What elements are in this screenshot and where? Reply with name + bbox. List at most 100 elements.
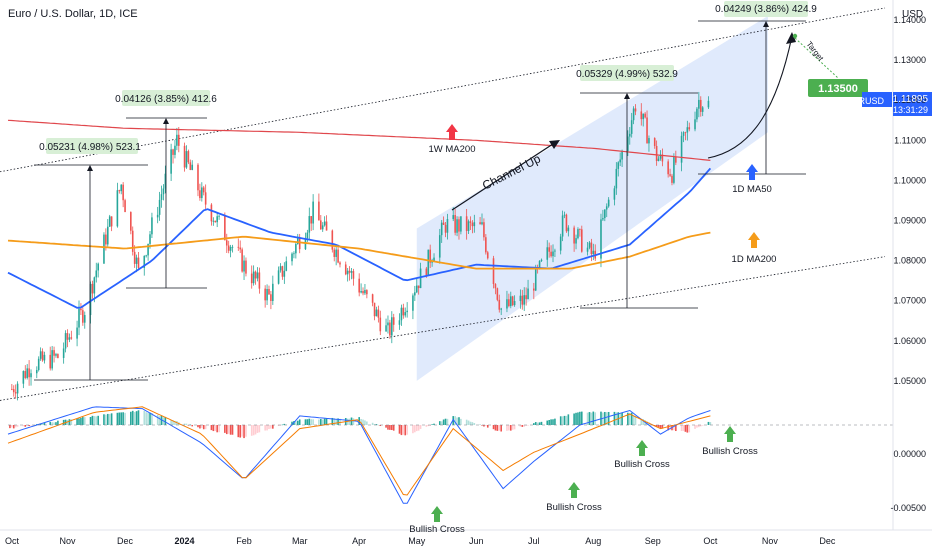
time-tick-label: Jul <box>528 536 540 546</box>
candle-body <box>279 266 282 271</box>
projection-arrowhead <box>786 32 796 44</box>
candle-body <box>103 234 105 264</box>
macd-histogram-bar <box>268 425 270 430</box>
macd-histogram-bar <box>701 425 704 426</box>
candle-body <box>320 220 322 230</box>
macd-histogram-bar <box>446 418 449 425</box>
measure-label-4: 0.04249 (3.86%) 424.9 <box>715 4 817 15</box>
arrow-bullish-cross-may-icon <box>431 506 443 522</box>
macd-histogram-bar <box>402 425 405 435</box>
macd-histogram-bar <box>592 411 595 425</box>
candle-body <box>93 277 96 294</box>
macd-histogram-bar <box>392 425 395 431</box>
time-tick-label: Jun <box>469 536 484 546</box>
macd-histogram-bar <box>120 412 123 425</box>
macd-histogram-bar <box>91 415 94 425</box>
macd-histogram-bar <box>444 418 447 425</box>
candle-body <box>105 234 107 245</box>
candle-body <box>11 388 13 390</box>
candle-body <box>70 337 73 339</box>
candle-body <box>605 206 608 210</box>
measure-label-bg-2 <box>580 65 674 81</box>
candle-body <box>519 295 522 302</box>
bullish-cross-label-may: Bullish Cross <box>409 524 465 535</box>
macd-histogram-bar <box>615 412 618 425</box>
candle-body <box>387 322 389 326</box>
candle-body <box>675 157 677 163</box>
candle-body <box>500 308 502 310</box>
macd-histogram-bar <box>400 425 403 436</box>
candle-body <box>496 288 499 300</box>
candle-body <box>35 370 38 374</box>
macd-histogram-bar <box>534 422 537 425</box>
macd-histogram-bar <box>648 422 650 425</box>
macd-histogram-bar <box>9 425 11 429</box>
macd-histogram-bar <box>348 418 351 425</box>
candle-body <box>486 252 489 259</box>
macd-histogram-bar <box>362 419 364 425</box>
ticker-tag: EURUSD <box>846 96 885 106</box>
macd-histogram-bar <box>254 425 257 435</box>
candle-body <box>80 308 82 311</box>
candle-body <box>348 270 351 273</box>
macd-histogram-bar <box>243 425 245 439</box>
macd-histogram-bar <box>298 419 301 425</box>
macd-histogram-bar <box>281 424 284 426</box>
macd-histogram-bar <box>105 414 107 425</box>
candle-body <box>630 120 633 134</box>
candle-body <box>130 212 132 231</box>
candle-body <box>318 201 320 221</box>
candle-body <box>473 222 476 227</box>
candle-body <box>89 283 92 316</box>
candle-body <box>440 222 443 236</box>
macd-histogram-bar <box>70 419 73 425</box>
time-tick-label: Mar <box>292 536 308 546</box>
macd-histogram-bar <box>385 425 387 428</box>
candle-body <box>210 204 213 222</box>
price-tick-label: 1.12000 <box>893 95 926 105</box>
ma-line-1w-ma200 <box>7 119 711 161</box>
macd-histogram-bar <box>55 422 57 425</box>
candle-body <box>592 250 595 254</box>
macd-histogram-bar <box>632 414 635 425</box>
price-tick-label: 1.13000 <box>893 55 926 65</box>
measure-label-2: 0.04126 (3.85%) 412.6 <box>115 94 217 105</box>
candle-body <box>412 295 414 311</box>
candle-body <box>619 159 621 163</box>
macd-histogram-bar <box>565 415 568 425</box>
target-price-text: 1.13500 <box>818 83 858 95</box>
candle-body <box>51 350 53 369</box>
candle-body <box>14 392 17 394</box>
macd-histogram-bar <box>456 417 458 425</box>
candle-body <box>362 291 364 294</box>
macd-histogram-bar <box>53 422 55 425</box>
candle-body <box>366 290 368 295</box>
candle-body <box>561 215 564 237</box>
candle-body <box>268 289 270 295</box>
macd-histogram-bar <box>604 411 606 425</box>
candle-body <box>216 216 218 223</box>
candle-body <box>256 272 259 279</box>
macd-histogram-bar <box>694 425 696 429</box>
macd-histogram-bar <box>304 419 307 425</box>
macd-histogram-bar <box>619 412 621 425</box>
macd-histogram-bar <box>659 425 662 429</box>
macd-tick-neg: -0.00500 <box>890 503 926 513</box>
macd-histogram-bar <box>391 425 393 431</box>
macd-histogram-bar <box>68 419 71 425</box>
candle-body <box>295 243 297 254</box>
macd-histogram-bar <box>237 425 240 438</box>
macd-histogram-bar <box>164 416 167 425</box>
time-tick-label: Nov <box>762 536 779 546</box>
bullish-cross-label-jul: Bullish Cross <box>546 502 602 513</box>
candle-body <box>567 227 570 232</box>
macd-histogram-bar <box>552 419 554 425</box>
candle-body <box>385 325 387 332</box>
macd-histogram-bar <box>264 425 266 431</box>
macd-histogram-bar <box>93 416 96 425</box>
candle-body <box>57 354 59 358</box>
macd-histogram-bar <box>406 425 408 435</box>
macd-histogram-bar <box>172 420 174 425</box>
